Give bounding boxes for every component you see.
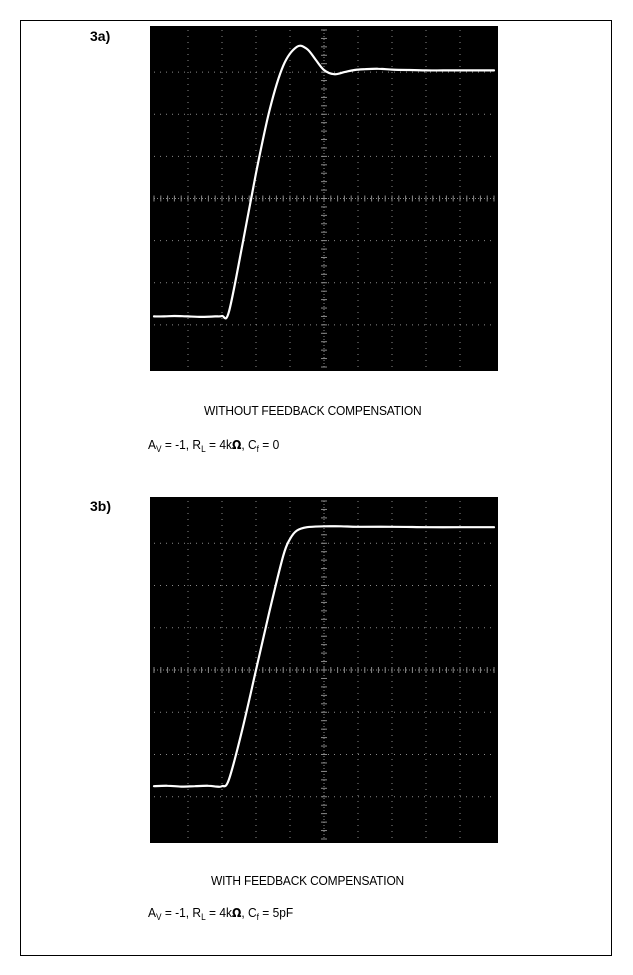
trace-series-0 (152, 525, 496, 788)
av-value: = -1, (161, 905, 193, 920)
trace-point (221, 785, 223, 787)
trace-point (354, 69, 356, 71)
trace-point (306, 526, 308, 528)
trace-point (207, 785, 209, 787)
trace-point (459, 69, 461, 71)
trace-point (282, 555, 284, 557)
cf-separator: , (241, 905, 248, 920)
trace-point (282, 65, 284, 67)
trace-point (296, 46, 298, 48)
trace-point (391, 69, 393, 71)
trace-point (241, 244, 243, 246)
trace-point (493, 526, 495, 528)
trace-point (153, 315, 155, 317)
cf-value: = 5pF (258, 905, 294, 920)
trace-point (442, 69, 444, 71)
cf-separator: , (241, 437, 248, 452)
trace-point (187, 315, 189, 317)
trace-point (296, 530, 298, 532)
trace-point (493, 69, 495, 71)
trace-point (391, 526, 393, 528)
trace-point (314, 58, 317, 61)
rl-subscript: L (201, 912, 206, 922)
trace-point (163, 315, 165, 317)
trace-point (216, 786, 218, 788)
trace-point (228, 311, 230, 313)
trace-point (364, 68, 366, 70)
cf-subscript: f (256, 444, 259, 454)
trace-point (377, 68, 379, 70)
rl-subscript: L (201, 444, 206, 454)
cf-subscript: f (256, 912, 259, 922)
panel-label-3a: 3a) (90, 28, 111, 44)
av-subscript: V (155, 444, 162, 454)
trace-point (221, 315, 223, 317)
oscilloscope-screen-3b (150, 497, 498, 843)
rl-value: = 4k (205, 905, 232, 920)
conditions-3a: AV = -1, RL = 4kΩ, Cf = 0 (148, 437, 279, 454)
trace-series-0 (152, 44, 496, 320)
trace-point (323, 525, 325, 527)
conditions-3b: AV = -1, RL = 4kΩ, Cf = 5pF (148, 905, 293, 922)
trace-point (340, 525, 342, 527)
av-symbol: A (148, 905, 156, 920)
trace-point (425, 69, 427, 71)
trace-point (333, 73, 335, 75)
av-subscript: V (155, 912, 162, 922)
rl-symbol: R (192, 437, 202, 452)
rl-value: = 4k (205, 437, 232, 452)
figure-frame (20, 20, 612, 956)
trace-point (269, 109, 271, 111)
trace-point (167, 785, 169, 787)
rl-symbol: R (192, 905, 202, 920)
trace-point (255, 172, 257, 174)
trace-point (153, 785, 155, 787)
av-value: = -1, (161, 437, 193, 452)
trace-point (201, 316, 203, 318)
trace-point (425, 526, 427, 528)
caption-3a: WITHOUT FEEDBACK COMPENSATION (204, 403, 422, 418)
trace-point (343, 71, 345, 73)
trace-point (180, 786, 182, 788)
trace-point (476, 69, 478, 71)
ohm-symbol: Ω (231, 906, 242, 920)
panel-label-3b: 3b) (90, 498, 111, 514)
trace-point (323, 69, 325, 71)
trace-point (408, 69, 410, 71)
trace-point (289, 538, 291, 540)
trace-point (269, 610, 271, 612)
scope-plot-3b (152, 500, 496, 840)
scope-plot-3a (152, 29, 496, 368)
av-symbol: A (148, 437, 156, 452)
cf-symbol: C (247, 437, 257, 452)
trace-point (306, 48, 308, 50)
trace-point (173, 315, 175, 317)
trace-point (228, 779, 230, 781)
trace-point (241, 728, 243, 730)
trace-point (255, 669, 257, 671)
cf-symbol: C (247, 905, 257, 920)
trace-point (194, 785, 196, 787)
cf-value: = 0 (258, 437, 280, 452)
trace-point (357, 526, 359, 528)
ohm-symbol: Ω (231, 438, 242, 452)
trace-point (214, 315, 216, 317)
trace-point (459, 526, 461, 528)
oscilloscope-screen-3a (150, 26, 498, 371)
caption-3b: WITH FEEDBACK COMPENSATION (211, 873, 405, 888)
